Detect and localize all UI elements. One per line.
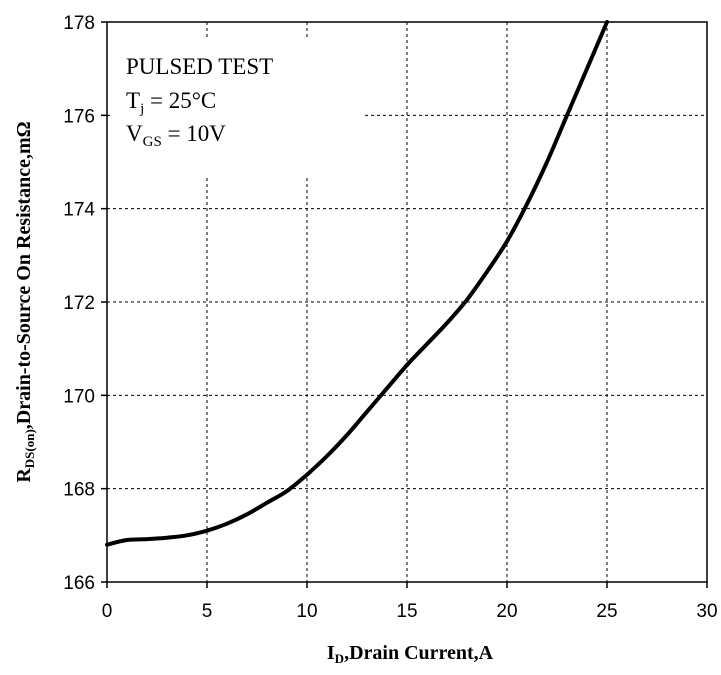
x-tick-label: 20 bbox=[496, 601, 517, 622]
y-axis-title: RDS(on),Drain-to-Source On Resistance,mΩ bbox=[13, 121, 37, 482]
y-tick-label: 174 bbox=[63, 200, 95, 221]
annotation-line: PULSED TEST bbox=[126, 54, 273, 79]
annotation-line: VGS = 10V bbox=[126, 121, 226, 150]
x-tick-label: 25 bbox=[596, 601, 617, 622]
curve-layer bbox=[105, 20, 609, 547]
y-tick-label: 178 bbox=[63, 13, 95, 34]
annotation-background bbox=[112, 40, 362, 178]
grid-layer bbox=[107, 22, 707, 582]
y-tick-label: 168 bbox=[63, 480, 95, 501]
x-tick-label: 30 bbox=[696, 601, 717, 622]
y-tick-label: 170 bbox=[63, 386, 95, 407]
y-tick-label: 166 bbox=[63, 573, 95, 594]
annotation-line: Tj = 25°C bbox=[126, 88, 216, 117]
tick-layer: 0 5 10 15 20 25 30 166 168 170 172 174 176 178 bbox=[63, 13, 717, 622]
x-tick-label: 10 bbox=[296, 601, 317, 622]
y-tick-label: 176 bbox=[63, 106, 95, 127]
annotation-box bbox=[112, 40, 362, 178]
series-line bbox=[105, 20, 609, 547]
x-tick-label: 0 bbox=[102, 601, 113, 622]
annotation-layer: PULSED TEST Tj = 25°C VGS = 10V bbox=[126, 54, 273, 150]
x-axis-title: ID,Drain Current,A bbox=[327, 642, 494, 666]
x-tick-label: 15 bbox=[396, 601, 417, 622]
x-tick-label: 5 bbox=[202, 601, 213, 622]
y-tick-label: 172 bbox=[63, 293, 95, 314]
